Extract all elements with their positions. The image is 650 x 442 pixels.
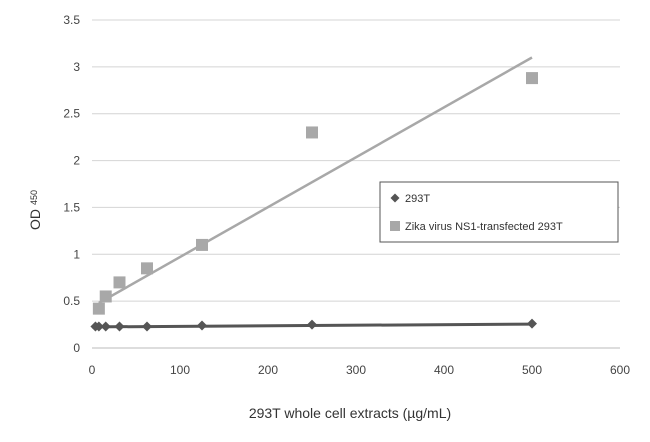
data-point-293t [114,321,125,332]
y-axis-title-subscript: 450 [29,190,39,205]
x-tick-label: 400 [434,363,454,377]
y-tick-label: 0 [73,341,80,355]
data-point-293t [100,321,111,332]
legend-label-zika: Zika virus NS1-transfected 293T [405,221,563,233]
data-point-zika [196,238,208,251]
y-tick-label: 2 [73,154,80,168]
x-tick-label: 500 [522,363,542,377]
y-axis-title: OD 450 [27,190,43,230]
y-axis-title-main: OD [27,209,43,230]
x-tick-label: 0 [89,363,96,377]
y-tick-label: 1.5 [63,200,80,214]
data-point-293t [307,319,317,330]
gridlines [92,19,620,302]
data-points [90,72,538,332]
data-point-zika [113,276,126,289]
legend-label-293t: 293T [405,193,430,205]
y-axis-ticks: 0 0.5 1 1.5 2 2.5 3 3.5 [63,13,80,355]
y-tick-label: 1 [73,247,80,261]
legend-marker-zika [390,221,400,231]
x-axis-ticks: 0 100 200 300 400 500 600 [89,363,631,377]
y-tick-label: 3 [73,60,80,74]
x-axis-title: 293T whole cell extracts (µg/mL) [249,405,451,421]
x-tick-label: 600 [610,363,630,377]
trendline-series-1 [98,56,533,305]
data-point-293t [93,321,104,332]
y-axis-title-text: OD 450 [27,190,43,230]
data-point-zika [92,302,105,315]
x-tick-label: 100 [170,363,190,377]
legend-box [379,181,619,243]
data-point-zika [141,262,153,275]
data-point-zika [306,126,318,139]
y-tick-label: 2.5 [63,107,80,121]
data-point-zika [526,72,538,85]
y-tick-label: 0.5 [63,294,80,308]
x-tick-label: 200 [258,363,278,377]
data-point-zika [99,290,112,303]
data-point-293t [527,318,537,329]
y-tick-label: 3.5 [63,13,80,27]
data-point-293t [197,320,207,331]
data-point-293t [142,321,152,332]
x-tick-label: 300 [346,363,366,377]
legend-marker-293t [390,193,400,203]
legend: 293T Zika virus NS1-transfected 293T [379,181,619,243]
